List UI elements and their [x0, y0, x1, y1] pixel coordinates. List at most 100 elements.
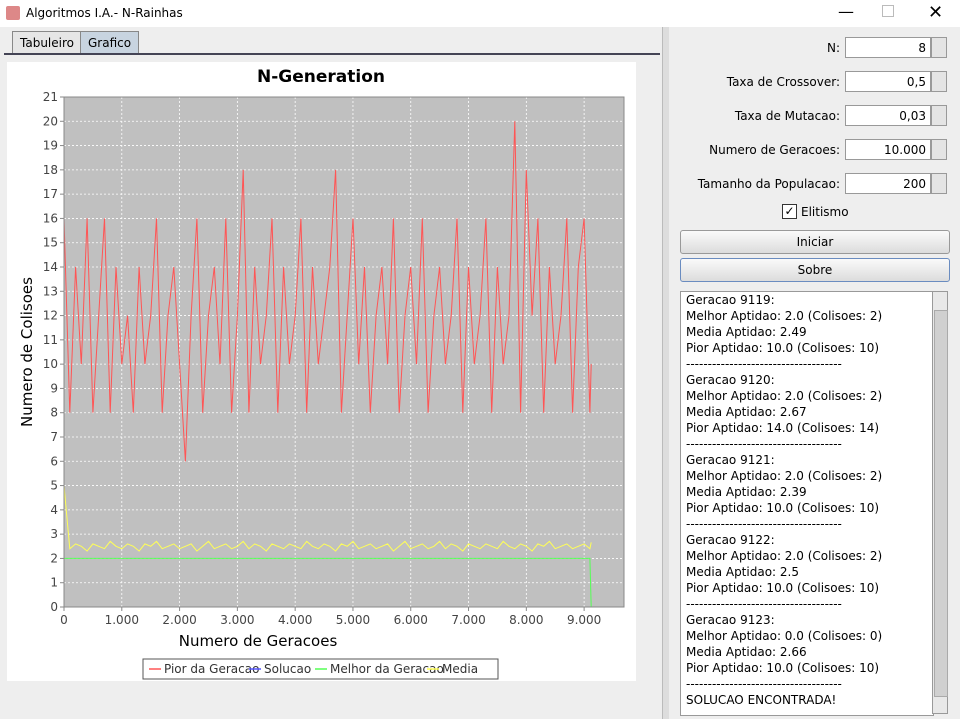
checkbox-label: Elitismo: [801, 205, 849, 219]
scrollbar[interactable]: [932, 291, 948, 714]
y-tick-label: 6: [50, 454, 58, 468]
spinner-arrows[interactable]: [931, 71, 947, 92]
y-tick-label: 11: [43, 333, 58, 347]
log-line: Melhor Aptidao: 2.0 (Colisoes: 2): [686, 309, 883, 323]
button[interactable]: Sobre: [680, 258, 950, 282]
log-line: ------------------------------------: [686, 677, 842, 691]
log-line: Geracao 9121:: [686, 453, 775, 467]
app-icon: [6, 6, 20, 20]
x-tick-label: 4.000: [278, 613, 312, 627]
tab[interactable]: Grafico: [80, 31, 140, 54]
log-line: Pior Aptidao: 10.0 (Colisoes: 10): [686, 341, 880, 355]
legend-label: Media: [442, 662, 478, 676]
maximize[interactable]: [882, 5, 894, 17]
field-label: Tamanho da Populacao:: [697, 177, 840, 191]
series-line: [64, 557, 592, 608]
y-tick-label: 20: [43, 114, 58, 128]
y-tick-label: 9: [50, 381, 58, 395]
spinner-input[interactable]: 200: [845, 173, 931, 194]
log-line: SOLUCAO ENCONTRADA!: [686, 693, 837, 707]
tab[interactable]: Tabuleiro: [12, 31, 82, 54]
log-line: Pior Aptidao: 10.0 (Colisoes: 10): [686, 581, 880, 595]
checkbox[interactable]: ✓: [782, 204, 797, 219]
y-axis-label: Numero de Colisoes: [18, 277, 36, 427]
y-tick-label: 3: [50, 527, 58, 541]
legend-label: Melhor da Geracao: [330, 662, 444, 676]
series-line: [63, 121, 592, 462]
x-tick-label: 6.000: [394, 613, 428, 627]
y-tick-label: 14: [43, 260, 58, 274]
y-tick-label: 7: [50, 430, 58, 444]
log-line: Melhor Aptidao: 2.0 (Colisoes: 2): [686, 469, 883, 483]
splitter[interactable]: [662, 27, 669, 719]
chart: N-Generation Numero de Geracoes Numero d…: [7, 62, 636, 681]
log-line: Media Aptidao: 2.66: [686, 645, 807, 659]
legend-label: Pior da Geracao: [164, 662, 259, 676]
y-tick-label: 0: [50, 600, 58, 614]
y-tick-label: 19: [43, 139, 58, 153]
y-tick-label: 13: [43, 284, 58, 298]
field-label: N:: [826, 41, 840, 55]
log-line: ------------------------------------: [686, 597, 842, 611]
tab-line: [4, 53, 660, 55]
chart-title: N-Generation: [257, 67, 385, 87]
spinner-arrows[interactable]: [931, 173, 947, 194]
field-label: Numero de Geracoes:: [709, 143, 840, 157]
spinner-arrows[interactable]: [931, 139, 947, 160]
y-tick-label: 16: [43, 211, 58, 225]
log-line: Pior Aptidao: 14.0 (Colisoes: 14): [686, 421, 880, 435]
y-tick-label: 4: [50, 503, 58, 517]
y-tick-label: 17: [43, 187, 58, 201]
x-tick-label: 3.000: [220, 613, 254, 627]
legend-label: Solucao: [264, 662, 311, 676]
log-line: Media Aptidao: 2.49: [686, 325, 807, 339]
y-tick-label: 12: [43, 309, 58, 323]
y-tick-label: 18: [43, 163, 58, 177]
y-tick-label: 1: [50, 576, 58, 590]
log-line: ------------------------------------: [686, 517, 842, 531]
y-tick-label: 2: [50, 551, 58, 565]
log-line: Geracao 9120:: [686, 373, 775, 387]
log-line: Pior Aptidao: 10.0 (Colisoes: 10): [686, 501, 880, 515]
log-line: Media Aptidao: 2.67: [686, 405, 807, 419]
log-area: Geracao 9119: Melhor Aptidao: 2.0 (Coliso…: [680, 291, 934, 716]
plot-border: [63, 96, 625, 608]
spinner-input[interactable]: 0,5: [845, 71, 931, 92]
plot-area: [64, 97, 624, 607]
x-tick-label: 5.000: [336, 613, 370, 627]
log-line: Media Aptidao: 2.5: [686, 565, 799, 579]
window-title: Algoritmos I.A.- N-Rainhas: [26, 6, 183, 20]
y-tick-label: 15: [43, 236, 58, 250]
x-tick-label: 8.000: [509, 613, 543, 627]
spinner-input[interactable]: 0,03: [845, 105, 931, 126]
spinner-arrows[interactable]: [931, 105, 947, 126]
x-tick-label: 7.000: [451, 613, 485, 627]
log-line: ------------------------------------: [686, 357, 842, 371]
close[interactable]: ✕: [928, 2, 944, 23]
log-line: Melhor Aptidao: 0.0 (Colisoes: 0): [686, 629, 883, 643]
log-line: Melhor Aptidao: 2.0 (Colisoes: 2): [686, 549, 883, 563]
minimize[interactable]: —: [838, 2, 854, 21]
scroll-thumb[interactable]: [934, 310, 948, 697]
log-line: Media Aptidao: 2.39: [686, 485, 807, 499]
y-tick-label: 5: [50, 479, 58, 493]
field-label: Taxa de Mutacao:: [734, 109, 840, 123]
log-line: Geracao 9123:: [686, 613, 775, 627]
series-line: [63, 485, 592, 552]
x-axis-label: Numero de Geracoes: [179, 632, 338, 650]
y-tick-label: 21: [43, 90, 58, 104]
log-line: Pior Aptidao: 10.0 (Colisoes: 10): [686, 661, 880, 675]
field-label: Taxa de Crossover:: [726, 75, 840, 89]
spinner-input[interactable]: 8: [845, 37, 931, 58]
spinner-input[interactable]: 10.000: [845, 139, 931, 160]
log-line: ------------------------------------: [686, 437, 842, 451]
x-tick-label: 0: [60, 613, 68, 627]
y-tick-label: 10: [43, 357, 58, 371]
x-tick-label: 9.000: [567, 613, 601, 627]
y-tick-label: 8: [50, 406, 58, 420]
spinner-arrows[interactable]: [931, 37, 947, 58]
title-bar: Algoritmos I.A.- N-Rainhas — ✕: [0, 0, 960, 27]
button[interactable]: Iniciar: [680, 230, 950, 254]
x-tick-label: 2.000: [162, 613, 196, 627]
